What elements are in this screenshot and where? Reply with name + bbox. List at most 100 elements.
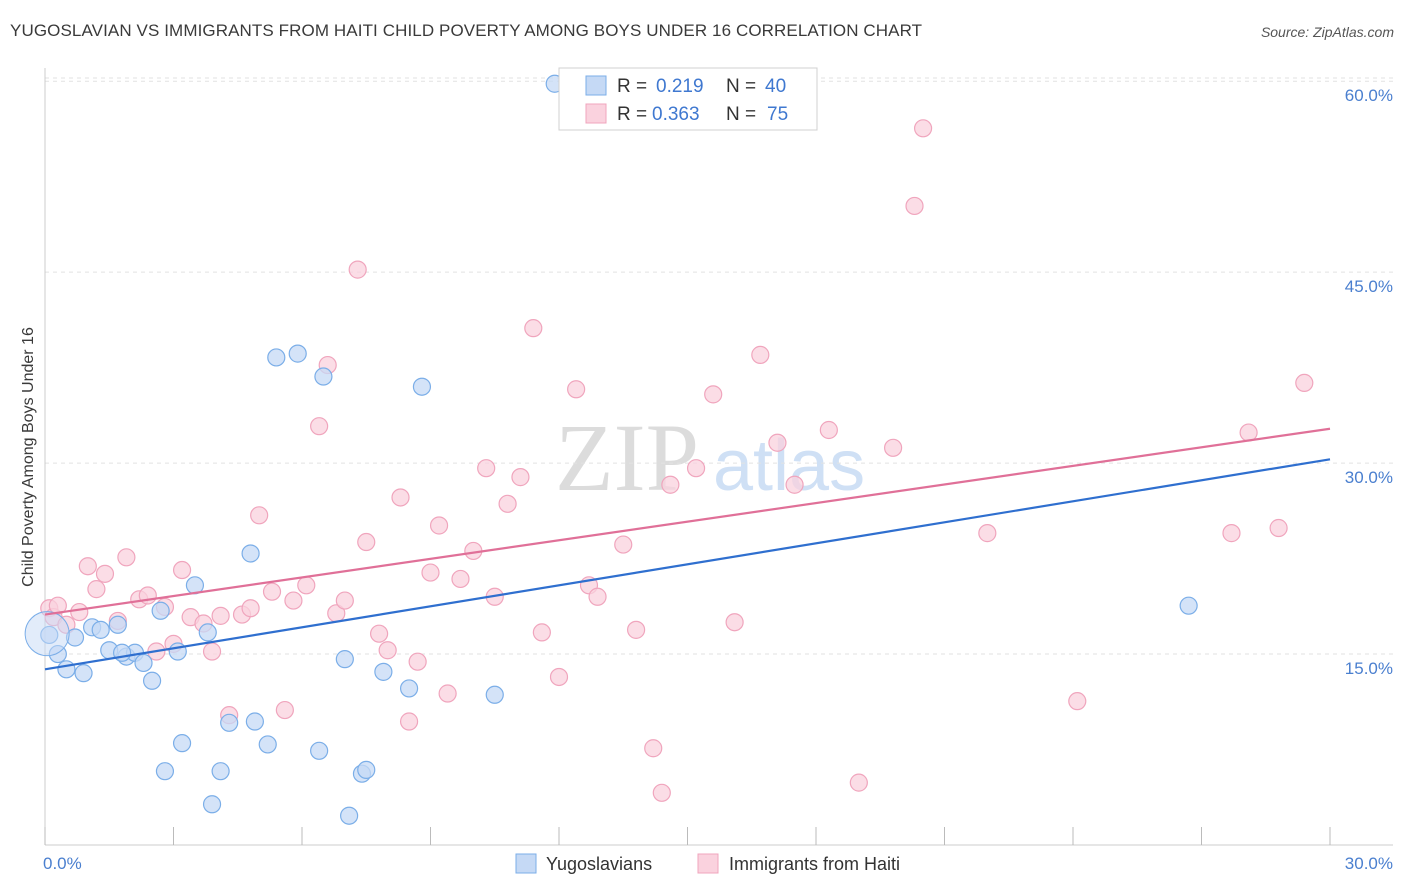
x-tick-label-max: 30.0% <box>1345 854 1393 873</box>
yugoslavian-point-14 <box>155 762 175 781</box>
yugoslavian-point-24 <box>258 735 277 754</box>
haiti-point-far-right <box>1295 373 1314 393</box>
yugoslavian-point-27 <box>310 741 329 760</box>
bottom-legend-label-haiti: Immigrants from Haiti <box>729 854 900 874</box>
haiti-point-72 <box>1222 524 1241 543</box>
haiti-point-48 <box>524 319 543 338</box>
yugoslavian-point-38 <box>1179 596 1198 615</box>
yugoslavian-point-35 <box>412 377 432 396</box>
haiti-point-74 <box>1269 518 1288 538</box>
haiti-point-59 <box>686 459 706 478</box>
haiti-point-66 <box>849 773 868 792</box>
haiti-point-55 <box>626 620 646 639</box>
haiti-point-18 <box>202 642 222 661</box>
haiti-point-51 <box>567 380 586 399</box>
yugoslavian-point-19 <box>202 795 222 814</box>
legend-n-value-2: 75 <box>767 104 788 125</box>
correlation-legend: R = 0.219 N = 40 R = 0.363 N = 75 <box>558 67 818 131</box>
haiti-point-65 <box>819 420 838 440</box>
haiti-point-68 <box>905 196 924 216</box>
x-ticks <box>44 827 1331 845</box>
yugoslavian-point-2 <box>57 660 76 679</box>
haiti-point-9 <box>117 548 136 567</box>
yugoslavian-point-23 <box>245 712 264 731</box>
x-tick-label-min: 0.0% <box>43 854 82 873</box>
haiti-point-73 <box>1239 423 1258 442</box>
bottom-legend-swatch-haiti <box>697 853 719 874</box>
haiti-point-15 <box>172 560 192 580</box>
yugoslavian-point-18 <box>198 623 217 642</box>
legend-r-label-2: R = <box>617 104 647 125</box>
haiti-trend-line <box>44 427 1331 616</box>
haiti-point-44 <box>477 459 496 478</box>
legend-r-value-1: 0.219 <box>656 76 704 97</box>
y-axis-label: Child Poverty Among Boys Under 16 <box>20 327 37 587</box>
haiti-point-61 <box>725 613 744 632</box>
bottom-legend-label-yugoslavians: Yugoslavians <box>546 854 652 874</box>
yugoslavian-point-11 <box>134 653 153 673</box>
yugoslavian-point-6 <box>91 620 110 639</box>
haiti-point-58 <box>661 475 680 494</box>
yugoslavian-point-25 <box>267 348 286 367</box>
yugoslavian-point-16 <box>172 734 192 753</box>
yugoslavian-point-33 <box>374 662 393 681</box>
haiti-point-35 <box>378 641 397 660</box>
haiti-point-23 <box>250 506 269 525</box>
haiti-point-5 <box>78 557 97 576</box>
haiti-point-38 <box>408 652 427 671</box>
yugoslavian-point-22 <box>241 544 260 563</box>
haiti-point-54 <box>614 535 633 554</box>
trend-lines <box>44 427 1331 671</box>
yugoslavian-point-20 <box>211 762 230 781</box>
chart-title: YUGOSLAVIAN VS IMMIGRANTS FROM HAITI CHI… <box>10 21 923 40</box>
haiti-point-53 <box>588 587 607 606</box>
yugoslavian-point-29 <box>335 650 354 669</box>
haiti-point-22 <box>241 599 260 618</box>
haiti-point-46 <box>498 494 517 513</box>
haiti-point-28 <box>310 417 329 436</box>
haiti-point-32 <box>348 260 367 279</box>
yugoslavian-point-34 <box>399 679 419 698</box>
bottom-legend-swatch-yugoslavians <box>515 853 537 874</box>
haiti-point-40 <box>429 516 449 535</box>
haiti-point-67 <box>883 438 903 457</box>
haiti-point-71 <box>1068 692 1087 711</box>
haiti-point-31 <box>335 591 354 610</box>
grid <box>45 77 1393 655</box>
legend-n-label-2: N = <box>726 104 756 125</box>
y-tick-label-60: 60.0% <box>1345 86 1393 105</box>
haiti-point-25 <box>275 700 294 720</box>
yugoslavian-point-12 <box>142 671 162 690</box>
yugoslavian-point-26 <box>288 344 307 363</box>
haiti-point-60 <box>704 385 723 404</box>
haiti-point-41 <box>438 684 457 703</box>
haiti-point-4 <box>70 602 89 622</box>
haiti-point-49 <box>532 623 551 642</box>
watermark-zip: ZIP <box>555 404 699 511</box>
haiti-point-19 <box>211 606 230 625</box>
haiti-point-26 <box>284 591 303 610</box>
yugoslavian-points <box>24 74 1198 825</box>
watermark-atlas: atlas <box>713 426 865 506</box>
source-label: Source: ZipAtlas.com <box>1260 24 1394 40</box>
haiti-point-69 <box>913 119 933 138</box>
haiti-point-47 <box>511 468 530 487</box>
y-tick-labels: 15.0% 30.0% 45.0% 60.0% <box>1345 86 1393 678</box>
haiti-point-7 <box>95 564 115 583</box>
yugoslavian-point-8 <box>108 615 127 634</box>
haiti-point-33 <box>357 532 376 552</box>
yugoslavian-trend-line <box>44 458 1331 671</box>
haiti-point-36 <box>391 488 410 507</box>
axes <box>44 68 1393 846</box>
series-legend: Yugoslavians Immigrants from Haiti <box>515 853 900 874</box>
yugoslavian-point-28 <box>314 367 333 386</box>
yugoslavian-point-30 <box>340 806 359 825</box>
haiti-point-50 <box>549 667 569 687</box>
yugoslavian-point-4 <box>74 664 93 683</box>
yugoslavian-point-21 <box>220 713 239 732</box>
haiti-point-57 <box>652 783 671 802</box>
legend-r-label-1: R = <box>617 76 647 97</box>
haiti-point-42 <box>451 569 470 589</box>
haiti-point-63 <box>768 433 787 452</box>
